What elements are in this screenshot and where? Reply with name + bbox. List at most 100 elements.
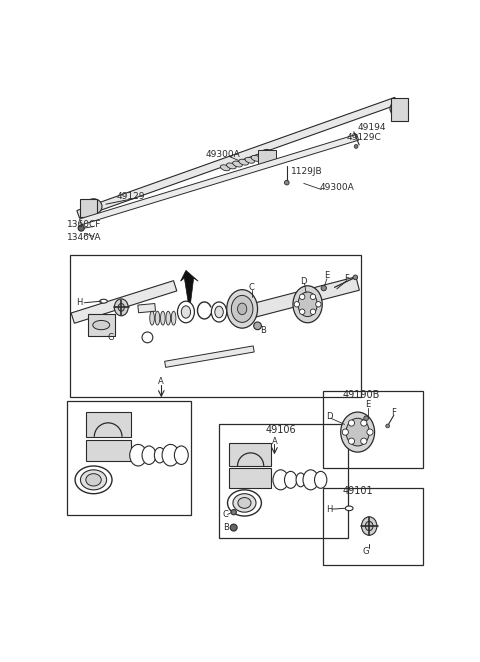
- Polygon shape: [77, 97, 397, 218]
- Text: H: H: [77, 299, 83, 307]
- Ellipse shape: [155, 448, 165, 463]
- Polygon shape: [138, 303, 156, 312]
- Bar: [258, 150, 276, 164]
- Text: E: E: [365, 400, 371, 409]
- Polygon shape: [165, 346, 254, 367]
- Text: B: B: [223, 523, 229, 532]
- Circle shape: [367, 429, 373, 435]
- Bar: [323, 391, 423, 468]
- Ellipse shape: [231, 295, 253, 322]
- Ellipse shape: [361, 517, 377, 536]
- Ellipse shape: [227, 163, 236, 169]
- Bar: [86, 440, 131, 461]
- Ellipse shape: [118, 303, 124, 311]
- Ellipse shape: [211, 302, 227, 322]
- Ellipse shape: [390, 101, 407, 117]
- Text: 49129C: 49129C: [346, 132, 381, 142]
- Ellipse shape: [150, 311, 155, 325]
- Ellipse shape: [238, 303, 247, 314]
- Circle shape: [310, 309, 316, 314]
- Ellipse shape: [215, 307, 223, 318]
- Bar: [219, 424, 348, 538]
- Ellipse shape: [142, 446, 156, 465]
- Ellipse shape: [220, 165, 230, 171]
- Ellipse shape: [75, 466, 112, 494]
- Ellipse shape: [273, 470, 288, 490]
- Circle shape: [285, 180, 289, 185]
- Polygon shape: [252, 277, 360, 317]
- Circle shape: [353, 275, 358, 279]
- Ellipse shape: [251, 156, 261, 162]
- Text: C: C: [248, 283, 254, 292]
- Ellipse shape: [233, 161, 242, 167]
- Circle shape: [386, 424, 390, 428]
- Text: 49190B: 49190B: [342, 390, 380, 400]
- Ellipse shape: [155, 311, 160, 325]
- Bar: [67, 401, 191, 515]
- Ellipse shape: [86, 474, 101, 486]
- Bar: [71, 255, 361, 397]
- Ellipse shape: [238, 498, 251, 508]
- Ellipse shape: [314, 471, 327, 489]
- Circle shape: [321, 285, 326, 291]
- Ellipse shape: [90, 203, 97, 210]
- Text: 1129JB: 1129JB: [291, 167, 322, 176]
- Ellipse shape: [303, 470, 318, 490]
- Circle shape: [254, 322, 262, 330]
- Bar: [391, 98, 408, 121]
- Text: 49129: 49129: [117, 192, 145, 201]
- Text: F: F: [345, 273, 349, 283]
- Text: G: G: [363, 547, 370, 556]
- Bar: [323, 487, 423, 565]
- Circle shape: [316, 302, 321, 307]
- Ellipse shape: [174, 446, 188, 465]
- Circle shape: [361, 438, 367, 444]
- Ellipse shape: [93, 320, 110, 330]
- Ellipse shape: [85, 199, 102, 214]
- Ellipse shape: [233, 494, 256, 512]
- Bar: [81, 199, 97, 217]
- Text: D: D: [326, 412, 333, 421]
- Ellipse shape: [130, 444, 147, 466]
- Ellipse shape: [228, 490, 262, 516]
- Ellipse shape: [263, 153, 271, 160]
- Text: C: C: [223, 510, 229, 519]
- Ellipse shape: [285, 471, 297, 489]
- Ellipse shape: [365, 522, 373, 531]
- Ellipse shape: [114, 299, 128, 316]
- Ellipse shape: [293, 286, 322, 323]
- Ellipse shape: [341, 412, 374, 452]
- Ellipse shape: [162, 444, 179, 466]
- Ellipse shape: [166, 311, 170, 325]
- Text: E: E: [324, 271, 330, 280]
- Ellipse shape: [181, 306, 191, 318]
- Circle shape: [300, 294, 305, 299]
- Ellipse shape: [178, 301, 194, 323]
- Circle shape: [230, 524, 237, 531]
- Ellipse shape: [298, 292, 317, 316]
- Ellipse shape: [245, 158, 255, 164]
- Text: 49101: 49101: [342, 487, 373, 496]
- Ellipse shape: [81, 470, 107, 490]
- Ellipse shape: [345, 506, 353, 510]
- Text: G: G: [108, 333, 114, 342]
- Text: A: A: [158, 377, 164, 386]
- Ellipse shape: [239, 159, 249, 165]
- Circle shape: [231, 510, 236, 515]
- Text: 49106: 49106: [265, 425, 296, 435]
- Text: D: D: [300, 277, 306, 286]
- Text: B: B: [260, 326, 266, 335]
- Ellipse shape: [346, 418, 369, 446]
- Bar: [229, 443, 271, 466]
- Circle shape: [142, 332, 153, 343]
- Circle shape: [300, 309, 305, 314]
- Circle shape: [342, 429, 348, 435]
- Bar: [88, 314, 115, 336]
- Bar: [229, 468, 271, 489]
- Ellipse shape: [259, 150, 275, 164]
- Polygon shape: [71, 281, 177, 323]
- Circle shape: [294, 302, 300, 307]
- Circle shape: [364, 416, 369, 420]
- Text: 1346VA: 1346VA: [67, 233, 102, 242]
- Text: 49300A: 49300A: [319, 183, 354, 192]
